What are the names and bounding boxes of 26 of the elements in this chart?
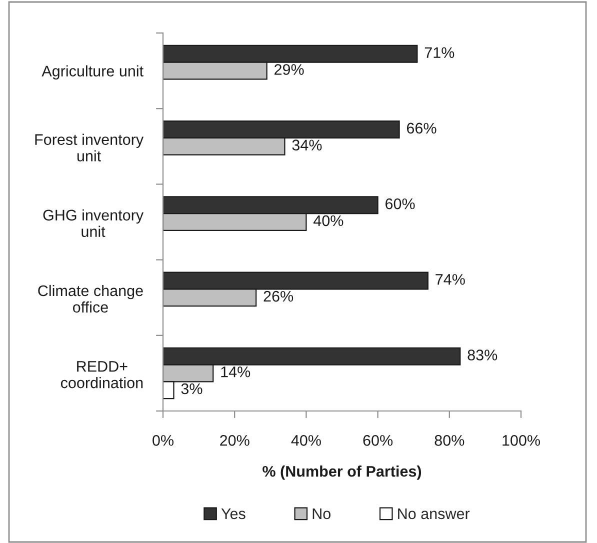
y-tick-label: GHG inventory unit [43,209,144,238]
data-label: 40% [313,215,344,226]
data-label: 29% [274,64,304,75]
data-label: 60% [386,198,415,210]
x-axis-title: % (Number of Parties) [262,466,422,480]
x-tick-label: 60% [363,435,393,446]
data-label: 34% [292,140,322,150]
legend-label: No answer [398,508,470,520]
x-tick-label: 80% [434,435,464,446]
x-tick-label: 40% [291,435,321,446]
legend-label: No [312,508,330,520]
y-tick-label: REDD+ coordination [60,361,143,388]
legend-label: Yes [221,508,246,520]
data-label: 14% [221,366,250,378]
y-tick-label: Climate change office [38,284,143,313]
data-label: 26% [264,290,294,302]
y-tick-label: Agriculture unit [42,65,144,80]
x-tick-label: 20% [220,435,250,446]
data-label: 71% [424,47,454,58]
data-label: 3% [181,383,202,394]
x-tick-label: 0% [152,435,174,446]
x-tick-label: 100% [502,435,540,446]
data-label: 83% [468,350,498,360]
data-label: 74% [436,274,465,285]
y-tick-label: Forest inventory unit [35,134,144,162]
data-label: 66% [407,122,436,134]
